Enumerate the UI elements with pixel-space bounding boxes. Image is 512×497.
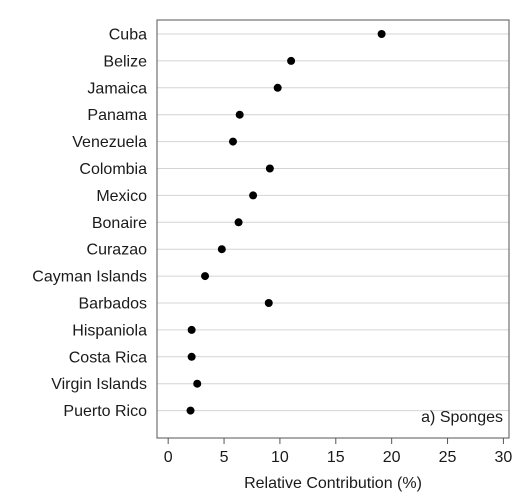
x-axis: 0 5 10 15 20 25 30: [164, 438, 512, 466]
gridlines: [157, 33, 509, 412]
x-tick-label: 0: [164, 449, 173, 466]
category-label: Venezuela: [72, 134, 147, 151]
data-point: [287, 56, 296, 65]
category-label: Virgin Islands: [51, 376, 147, 393]
data-point: [186, 406, 195, 415]
data-point: [228, 137, 237, 146]
category-label: Belize: [103, 53, 147, 70]
plot-frame: [156, 19, 510, 439]
data-point: [249, 191, 258, 200]
data-point: [377, 30, 386, 38]
data-point: [235, 110, 244, 119]
x-tick-label: 25: [439, 449, 457, 466]
category-label: Bonaire: [92, 215, 147, 232]
data-point: [193, 379, 202, 388]
x-tick-label: 20: [383, 449, 401, 466]
data-point: [187, 352, 196, 361]
data-point: [217, 245, 226, 254]
category-label: Jamaica: [87, 80, 147, 97]
x-tick-label: 10: [271, 449, 289, 466]
data-point: [201, 272, 210, 281]
x-tick-label: 15: [327, 449, 345, 466]
data-point: [187, 325, 196, 334]
category-labels: Cuba Belize Jamaica Panama Venezuela Colombia…: [32, 27, 147, 421]
category-label: Puerto Rico: [63, 403, 147, 420]
category-label: Curazao: [87, 242, 148, 259]
x-axis-title: Relative Contribution (%): [244, 475, 422, 492]
category-label: Colombia: [79, 161, 147, 178]
data-point: [273, 83, 282, 92]
panel-annotation: a) Sponges: [421, 409, 503, 426]
x-tick-label: 5: [220, 449, 229, 466]
category-label: Hispaniola: [72, 322, 147, 339]
category-label: Costa Rica: [69, 349, 147, 366]
category-label: Cuba: [109, 27, 147, 44]
category-label: Barbados: [79, 296, 148, 313]
data-points: [186, 30, 386, 415]
data-point: [264, 299, 273, 307]
data-point: [234, 218, 243, 227]
x-tick-label: 30: [495, 449, 512, 466]
category-label: Cayman Islands: [32, 269, 147, 286]
data-point: [265, 164, 274, 173]
category-label: Panama: [87, 107, 147, 124]
category-label: Mexico: [96, 188, 147, 205]
